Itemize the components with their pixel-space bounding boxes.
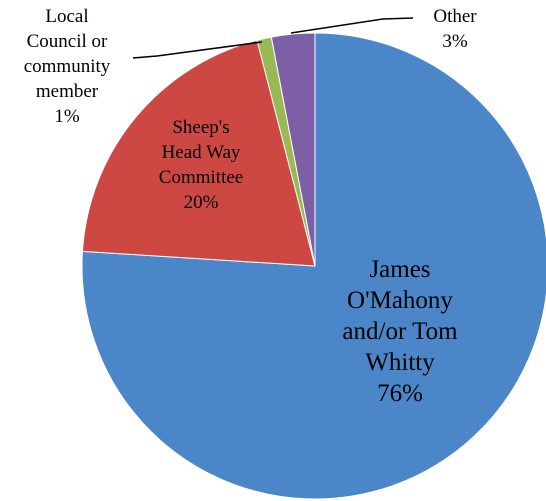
- data-label-line: Whitty: [365, 349, 435, 376]
- leader-lines: [132, 17, 414, 59]
- data-label-line: Committee: [159, 167, 243, 188]
- data-label-line: Head Way: [162, 142, 241, 163]
- pie-slices: [81, 32, 546, 500]
- data-label-other: Other 3%: [433, 6, 477, 52]
- data-label-percent: 76%: [377, 380, 423, 407]
- data-label-line: Other: [433, 6, 477, 27]
- data-label-line: James: [369, 256, 430, 283]
- data-label-local-council-community-member: Local Council or community member 1%: [24, 6, 111, 127]
- data-label-line: community: [24, 56, 111, 77]
- data-label-percent: 3%: [442, 31, 468, 52]
- data-label-line: Council or: [27, 31, 108, 52]
- data-label-james-omahony-tom-whitty: James O'Mahony and/or Tom Whitty 76%: [342, 256, 458, 407]
- leader-line-other: [290, 17, 414, 34]
- pie-slice-sheeps-head-way-committee: [81, 39, 316, 267]
- leader-line-local-council-community-member: [132, 41, 263, 59]
- data-label-line: Sheep's: [172, 117, 229, 138]
- data-label-percent: 20%: [184, 192, 219, 213]
- data-label-line: O'Mahony: [347, 287, 453, 314]
- slice-labels: James O'Mahony and/or Tom Whitty 76% Sheep's H…: [24, 6, 478, 407]
- pie-slice-other: [270, 32, 316, 267]
- data-label-line: and/or Tom: [342, 318, 458, 345]
- data-label-percent: 1%: [54, 106, 80, 127]
- data-label-line: member: [36, 81, 99, 102]
- data-label-sheeps-head-way-committee: Sheep's Head Way Committee 20%: [159, 117, 243, 213]
- data-label-line: Local: [45, 6, 88, 27]
